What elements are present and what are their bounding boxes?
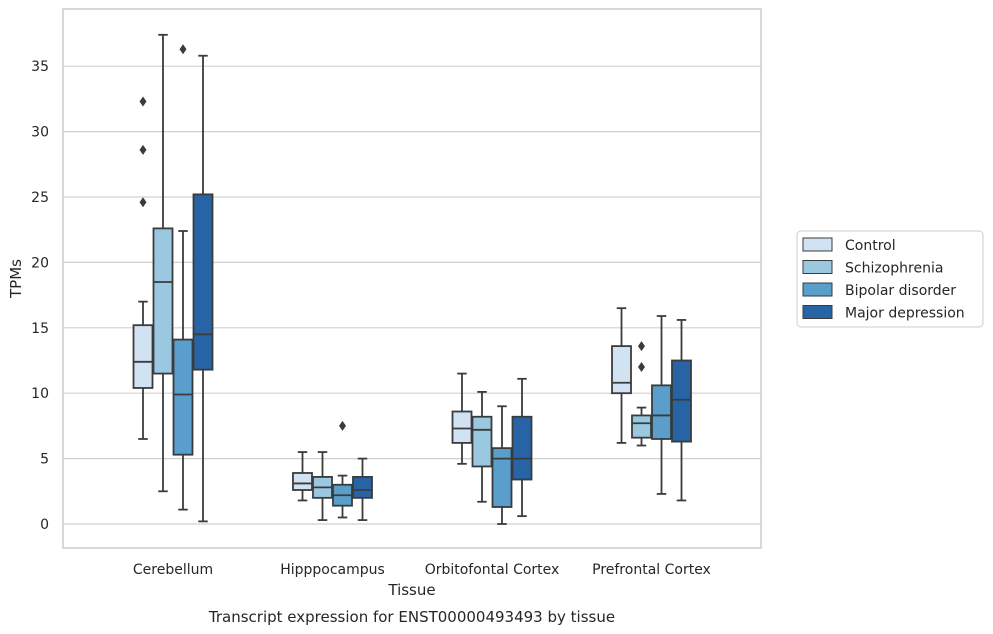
box xyxy=(192,54,214,523)
outlier-point xyxy=(179,44,187,55)
y-tick-label: 35 xyxy=(31,59,49,75)
y-tick-label: 10 xyxy=(31,386,49,402)
outlier-point xyxy=(139,144,147,155)
legend-swatch xyxy=(802,305,833,319)
box xyxy=(451,372,473,465)
legend-label: Major depression xyxy=(845,306,965,322)
box xyxy=(491,405,513,525)
legend-item: Bipolar disorder xyxy=(802,282,956,299)
plot-frame xyxy=(62,8,762,549)
box xyxy=(471,390,493,503)
box xyxy=(292,451,313,502)
box xyxy=(172,44,194,511)
y-axis-title: TPMs xyxy=(7,259,25,299)
legend: Control Schizophrenia Bipolar disorder Majo… xyxy=(796,230,984,328)
outlier-point xyxy=(638,341,645,352)
y-tick-label: 5 xyxy=(40,452,49,468)
y-tick-label: 0 xyxy=(40,517,49,533)
chart-caption: Transcript expression for ENST0000049349… xyxy=(208,608,615,626)
y-tick-label: 15 xyxy=(31,321,49,337)
outlier-point xyxy=(139,96,147,107)
y-tick-label: 25 xyxy=(31,190,49,206)
x-tick-label: Hipppocampus xyxy=(280,562,385,578)
legend-item: Major depression xyxy=(802,305,965,322)
box xyxy=(651,315,672,495)
legend-swatch xyxy=(802,237,833,252)
box xyxy=(132,96,154,440)
box xyxy=(352,457,373,521)
outlier-point xyxy=(339,420,346,431)
x-axis-title: Tissue xyxy=(387,581,435,599)
x-tick-label: Cerebellum xyxy=(133,562,213,578)
box xyxy=(611,307,632,444)
box xyxy=(511,377,533,518)
y-tick-label: 20 xyxy=(31,255,49,271)
outlier-point xyxy=(638,362,645,373)
legend-frame xyxy=(796,230,984,328)
legend-label: Control xyxy=(845,238,896,254)
box xyxy=(671,319,692,502)
x-tick-labels: Cerebellum Hipppocampus Orbitofontal Corte… xyxy=(133,562,711,578)
y-tick-labels: 0 5 10 15 20 25 30 35 xyxy=(31,59,49,533)
x-tick-label: Prefrontal Cortex xyxy=(592,562,711,578)
legend-swatch xyxy=(802,260,833,274)
box-groups xyxy=(132,33,692,525)
y-tick-label: 30 xyxy=(31,125,49,141)
legend-item: Control xyxy=(802,237,896,254)
legend-item: Schizophrenia xyxy=(802,260,943,277)
legend-label: Schizophrenia xyxy=(845,261,943,277)
legend-swatch xyxy=(802,282,833,297)
box xyxy=(152,33,174,493)
x-tick-label: Orbitofontal Cortex xyxy=(425,562,560,578)
box xyxy=(312,451,333,521)
box xyxy=(332,420,353,519)
legend-label: Bipolar disorder xyxy=(845,283,956,299)
outlier-point xyxy=(139,197,147,208)
box xyxy=(631,341,652,447)
